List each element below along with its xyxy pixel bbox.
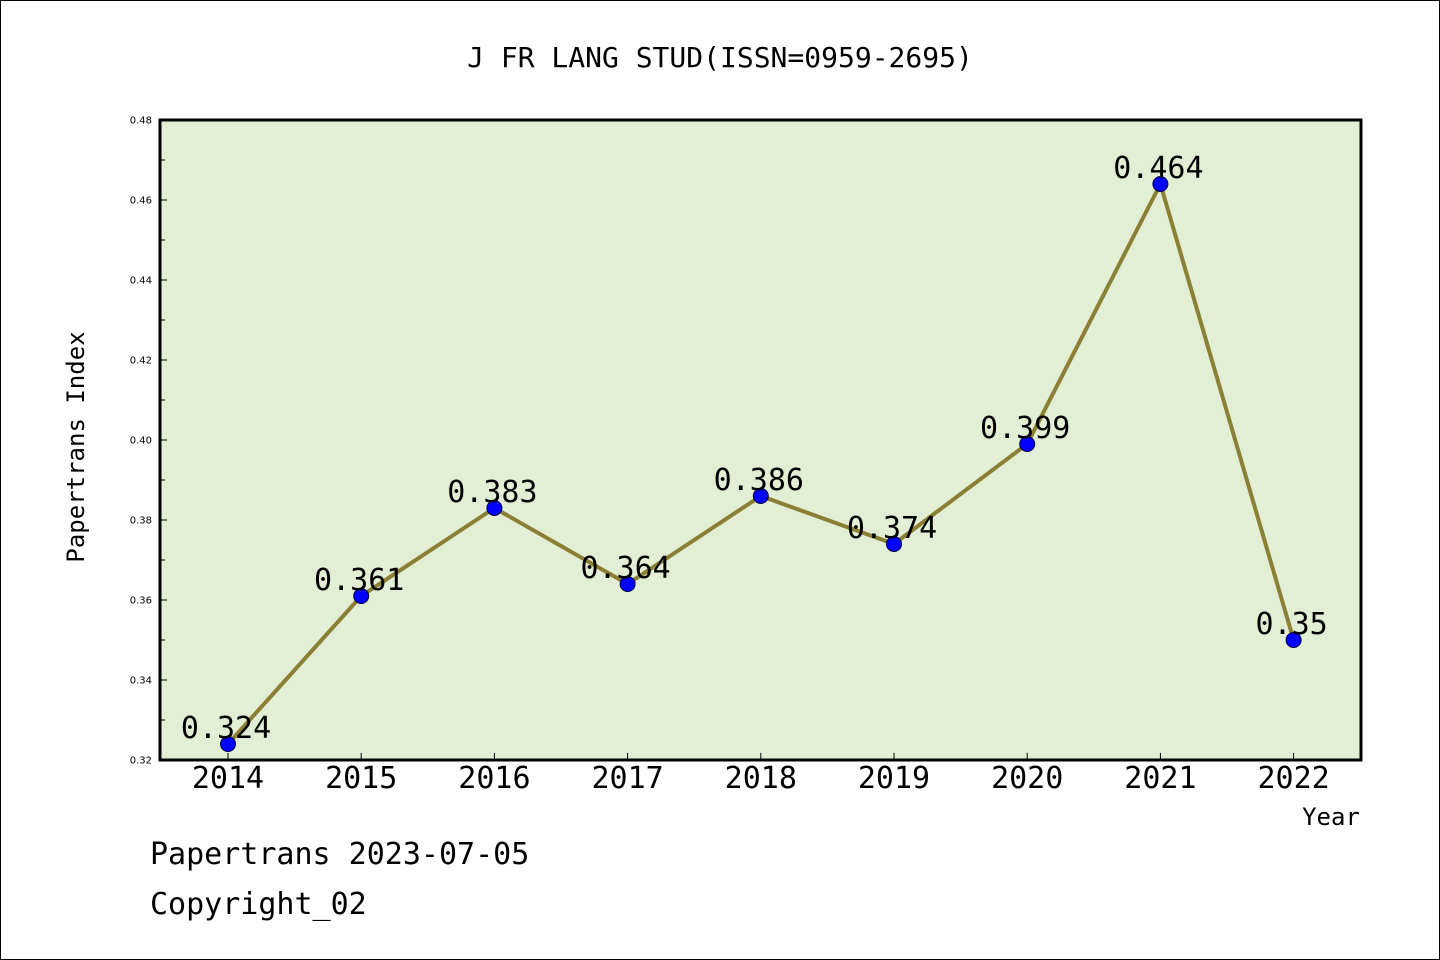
data-point xyxy=(486,500,503,516)
x-tick-label: 2017 xyxy=(591,761,663,796)
data-point xyxy=(619,576,636,592)
data-point xyxy=(752,488,769,504)
data-point xyxy=(353,588,370,604)
x-tick-label: 2020 xyxy=(991,761,1063,796)
data-label: 0.361 xyxy=(314,563,404,598)
y-tick-label: 0.46 xyxy=(130,196,152,207)
y-tick-label: 0.34 xyxy=(130,676,152,687)
data-label: 0.383 xyxy=(447,475,537,510)
data-label: 0.399 xyxy=(980,411,1070,446)
x-tick-label: 2015 xyxy=(325,761,397,796)
y-axis-label: Papertrans Index xyxy=(62,331,90,562)
data-label: 0.386 xyxy=(714,463,804,498)
x-tick-label: 2018 xyxy=(725,761,797,796)
data-point xyxy=(1285,632,1302,648)
y-tick-label: 0.32 xyxy=(130,756,152,767)
plot-border xyxy=(158,118,1363,762)
y-tick-label: 0.42 xyxy=(130,356,152,367)
x-axis: 2014 2015 2016 2017 2018 2019 2020 2021 2022 xyxy=(192,753,1330,796)
x-axis-label: Year xyxy=(1302,803,1360,831)
data-label: 0.35 xyxy=(1255,607,1327,642)
data-label: 0.324 xyxy=(181,711,271,746)
data-label: 0.374 xyxy=(847,511,937,546)
y-tick-label: 0.38 xyxy=(130,516,152,527)
x-tick-label: 2016 xyxy=(458,761,530,796)
y-tick-label: 0.36 xyxy=(130,596,152,607)
data-series: 0.324 0.361 0.383 0.364 0.386 0.374 0.399 0.464… xyxy=(181,151,1328,752)
y-tick-label: 0.48 xyxy=(130,116,152,127)
data-point xyxy=(220,736,236,752)
x-tick-label: 2014 xyxy=(192,761,264,796)
x-tick-label: 2019 xyxy=(858,761,930,796)
x-tick-label: 2021 xyxy=(1124,761,1196,796)
plot-area xyxy=(160,120,1361,760)
data-label: 0.464 xyxy=(1113,151,1203,186)
data-label: 0.364 xyxy=(580,551,670,586)
chart-title: J FR LANG STUD(ISSN=0959-2695) xyxy=(467,41,973,74)
x-tick-label: 2022 xyxy=(1257,761,1329,796)
data-point xyxy=(1019,436,1036,452)
data-point xyxy=(1152,176,1169,192)
data-point xyxy=(886,536,902,552)
y-axis: 0.32 0.34 0.36 0.38 0.40 0.42 0.44 0.46 0.48 xyxy=(130,116,167,767)
footer-date: Papertrans 2023-07-05 xyxy=(150,837,529,872)
y-tick-label: 0.44 xyxy=(130,276,152,287)
y-tick-label: 0.40 xyxy=(130,436,152,447)
footer-copyright: Copyright_02 xyxy=(150,887,367,922)
